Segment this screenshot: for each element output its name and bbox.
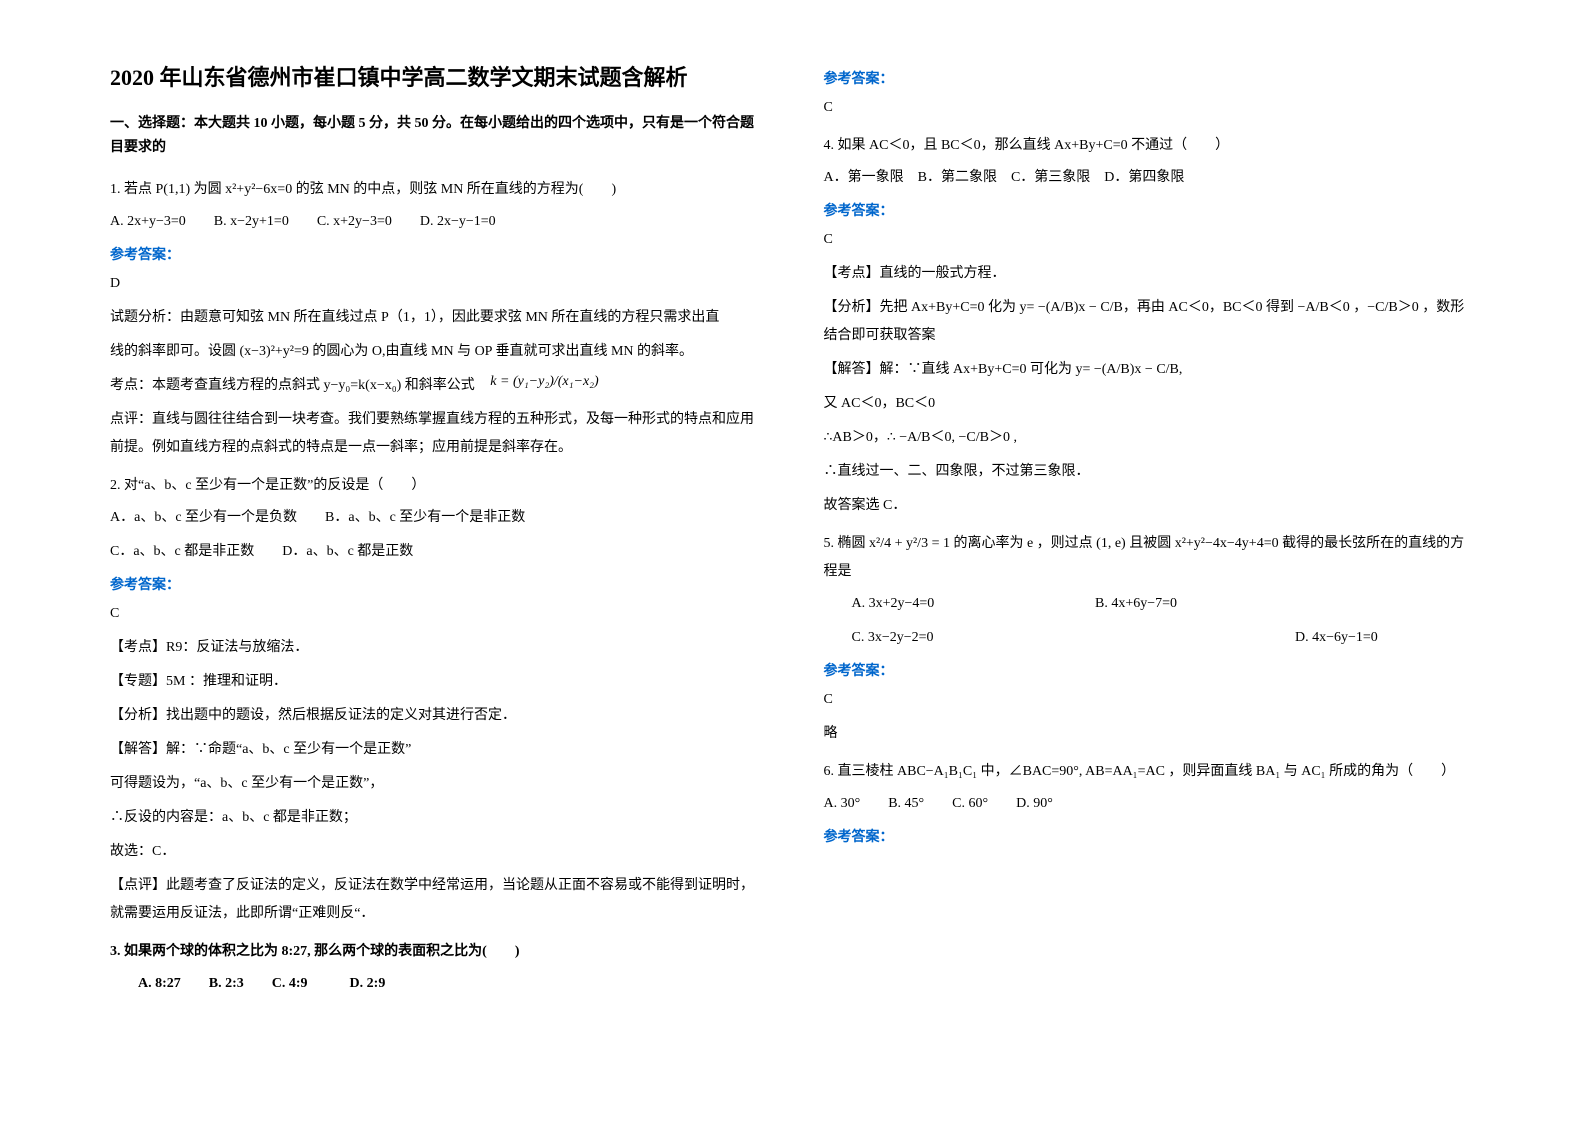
q4-jieda-5: 故答案选 C． <box>824 492 1478 520</box>
q5-options-row2: C. 3x−2y−2=0 D. 4x−6y−1=0 <box>852 624 1478 652</box>
q4-jieda-3: ∴AB＞0，∴ −A/B＜0, −C/B＞0 , <box>824 424 1478 452</box>
q4-answer: C <box>824 226 1478 254</box>
page-title: 2020 年山东省德州市崔口镇中学高二数学文期末试题含解析 <box>110 60 764 92</box>
q1-analysis-4: 点评：直线与圆往往结合到一块考查。我们要熟练掌握直线方程的五种形式，及每一种形式… <box>110 406 764 462</box>
answer-label: 参考答案： <box>824 200 1478 220</box>
q5-brief: 略 <box>824 720 1478 748</box>
q5-options-row1: A. 3x+2y−4=0 B. 4x+6y−7=0 <box>852 590 1478 618</box>
q4-kaodian: 【考点】直线的一般式方程． <box>824 260 1478 288</box>
q2-jieda-2: 可得题设为，“a、b、c 至少有一个是正数”， <box>110 770 764 798</box>
q5-answer: C <box>824 686 1478 714</box>
q5-opt-c: C. 3x−2y−2=0 <box>852 624 1292 652</box>
answer-label: 参考答案： <box>824 68 1478 88</box>
q3-text: 3. 如果两个球的体积之比为 8:27, 那么两个球的表面积之比为( ) <box>110 938 764 966</box>
q4-jieda-2: 又 AC＜0，BC＜0 <box>824 390 1478 418</box>
q1-answer: D <box>110 270 764 298</box>
q1-analysis-2: 线的斜率即可。设圆 (x−3)²+y²=9 的圆心为 O,由直线 MN 与 OP… <box>110 338 764 366</box>
q1-options: A. 2x+y−3=0 B. x−2y+1=0 C. x+2y−3=0 D. 2… <box>110 208 764 236</box>
answer-label: 参考答案： <box>110 574 764 594</box>
answer-label: 参考答案： <box>824 660 1478 680</box>
answer-label: 参考答案： <box>110 244 764 264</box>
q6-text: 6. 直三棱柱 ABC−A₁B₁C₁ 中，∠BAC=90°, AB=AA₁=AC… <box>824 758 1478 786</box>
q4-jieda-1: 【解答】解：∵直线 Ax+By+C=0 可化为 y= −(A/B)x − C/B… <box>824 356 1478 384</box>
q2-answer: C <box>110 600 764 628</box>
q5-opt-b: B. 4x+6y−7=0 <box>1095 596 1177 611</box>
q2-fenxi: 【分析】找出题中的题设，然后根据反证法的定义对其进行否定． <box>110 702 764 730</box>
q2-options-ab: A．a、b、c 至少有一个是负数 B．a、b、c 至少有一个是非正数 <box>110 504 764 532</box>
q1-text: 1. 若点 P(1,1) 为圆 x²+y²−6x=0 的弦 MN 的中点，则弦 … <box>110 176 764 204</box>
q2-options-cd: C．a、b、c 都是非正数 D．a、b、c 都是正数 <box>110 538 764 566</box>
q2-dianping: 【点评】此题考查了反证法的定义，反证法在数学中经常运用，当论题从正面不容易或不能… <box>110 872 764 928</box>
q1-analysis-1: 试题分析：由题意可知弦 MN 所在直线过点 P（1，1），因此要求弦 MN 所在… <box>110 304 764 332</box>
q1-analysis-3-pre: 考点：本题考查直线方程的点斜式 y−y₀=k(x−x₀) 和斜率公式 <box>110 378 475 393</box>
q2-kaodian: 【考点】R9：反证法与放缩法． <box>110 634 764 662</box>
q5-opt-d: D. 4x−6y−1=0 <box>1295 630 1378 645</box>
q4-text: 4. 如果 AC＜0，且 BC＜0，那么直线 Ax+By+C=0 不通过（ ） <box>824 132 1478 160</box>
q2-jieda-3: ∴反设的内容是：a、b、c 都是非正数； <box>110 804 764 832</box>
q5-opt-a: A. 3x+2y−4=0 <box>852 590 1092 618</box>
q2-zhuanti: 【专题】5M ：推理和证明． <box>110 668 764 696</box>
q6-options: A. 30° B. 45° C. 60° D. 90° <box>824 790 1478 818</box>
section-intro: 一、选择题：本大题共 10 小题，每小题 5 分，共 50 分。在每小题给出的四… <box>110 112 764 160</box>
q3-answer: C <box>824 94 1478 122</box>
q2-jieda-4: 故选：C． <box>110 838 764 866</box>
q1-text-span: 1. 若点 P(1,1) 为圆 x²+y²−6x=0 的弦 MN 的中点，则弦 … <box>110 182 616 197</box>
answer-label: 参考答案： <box>824 826 1478 846</box>
q4-options: A．第一象限 B．第二象限 C．第三象限 D．第四象限 <box>824 164 1478 192</box>
q1-analysis-3: 考点：本题考查直线方程的点斜式 y−y₀=k(x−x₀) 和斜率公式 k = (… <box>110 372 764 400</box>
q3-options: A. 8:27 B. 2:3 C. 4:9 D. 2:9 <box>138 970 764 998</box>
q4-fenxi: 【分析】先把 Ax+By+C=0 化为 y= −(A/B)x − C/B，再由 … <box>824 294 1478 350</box>
q2-jieda-1: 【解答】解：∵命题“a、b、c 至少有一个是正数” <box>110 736 764 764</box>
slope-formula: k = (y₁−y₂)/(x₁−x₂) <box>490 368 598 396</box>
q4-jieda-4: ∴直线过一、二、四象限，不过第三象限． <box>824 458 1478 486</box>
q5-text: 5. 椭圆 x²/4 + y²/3 = 1 的离心率为 e ，则过点 (1, e… <box>824 530 1478 586</box>
q2-text: 2. 对“a、b、c 至少有一个是正数”的反设是（ ） <box>110 472 764 500</box>
left-column: 2020 年山东省德州市崔口镇中学高二数学文期末试题含解析 一、选择题：本大题共… <box>90 60 794 1082</box>
right-column: 参考答案： C 4. 如果 AC＜0，且 BC＜0，那么直线 Ax+By+C=0… <box>794 60 1498 1082</box>
